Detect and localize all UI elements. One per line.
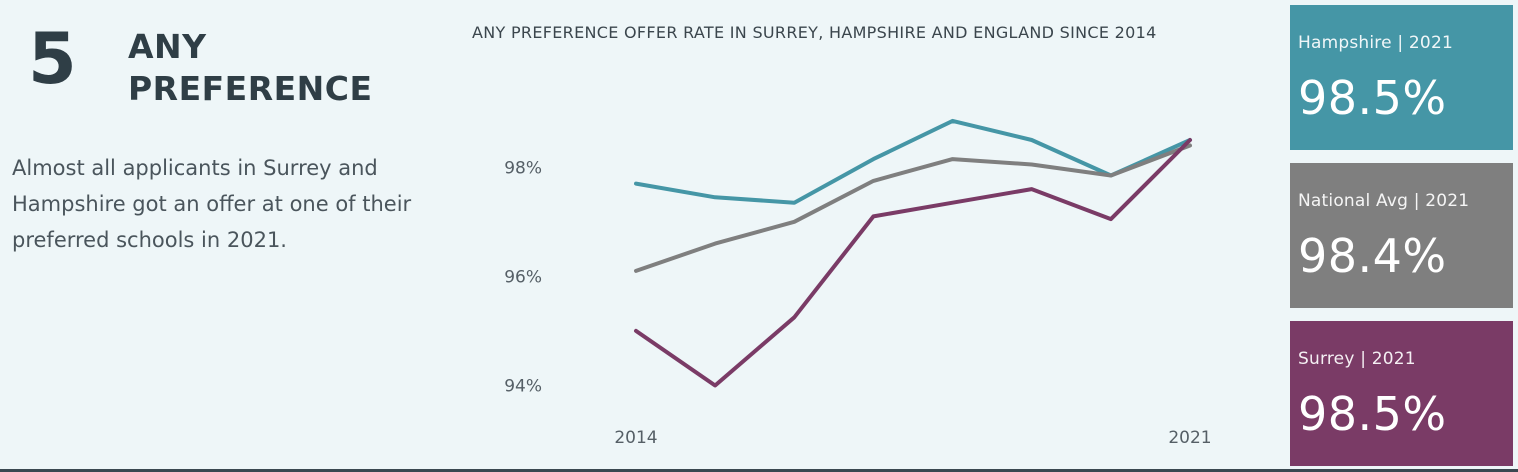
y-tick-label: 98% [504,158,542,178]
summary-text: Almost all applicants in Surrey and Hamp… [12,156,412,253]
section-heading-line1: ANY [128,27,207,66]
kpi-label: Surrey | 2021 [1298,349,1416,369]
section-number: 5 [28,18,77,100]
x-tick-label: 2021 [1168,428,1211,448]
series-line-2[interactable] [634,138,1192,388]
kpi-label: National Avg | 2021 [1298,191,1470,211]
chart-title: ANY PREFERENCE OFFER RATE IN SURREY, HAM… [472,23,1157,42]
y-tick-label: 94% [504,376,542,396]
line-chart: 94% 96% 98% 2014 2021 [504,118,1212,448]
kpi-card-hampshire: Hampshire | 2021 98.5% [1290,5,1513,150]
series-line-1[interactable] [634,143,1192,273]
x-tick-label: 2014 [614,428,657,448]
kpi-value: 98.5% [1298,387,1447,441]
kpi-value: 98.4% [1298,229,1447,283]
kpi-card-surrey: Surrey | 2021 98.5% [1290,321,1513,466]
kpi-value: 98.5% [1298,71,1447,125]
bottom-rule [0,469,1518,472]
kpi-label: Hampshire | 2021 [1298,33,1453,53]
section-heading-line2: PREFERENCE [128,69,373,109]
series-line-0[interactable] [634,118,1192,205]
y-tick-label: 96% [504,267,542,287]
section-heading: ANY PREFERENCE [128,26,373,110]
kpi-card-national: National Avg | 2021 98.4% [1290,163,1513,308]
